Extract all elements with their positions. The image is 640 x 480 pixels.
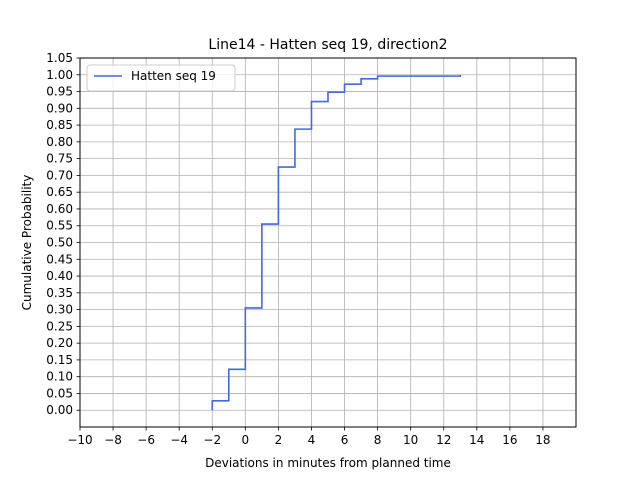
x-tick-label: 2 <box>275 433 283 447</box>
y-tick-label: 0.10 <box>46 370 73 384</box>
x-tick-label: 12 <box>436 433 451 447</box>
y-tick-label: 0.65 <box>46 185 73 199</box>
x-tick-label: −2 <box>203 433 221 447</box>
y-tick-label: 0.90 <box>46 101 73 115</box>
y-tick-label: 1.05 <box>46 51 73 65</box>
y-tick-label: 0.60 <box>46 202 73 216</box>
x-tick-label: 18 <box>535 433 550 447</box>
x-tick-label: 14 <box>469 433 484 447</box>
x-tick-label: −6 <box>137 433 155 447</box>
y-axis: 0.00 0.05 0.10 0.15 0.20 0.25 0.30 0.35 0.40 0.45… <box>46 51 80 417</box>
y-tick-label: 0.05 <box>46 386 73 400</box>
x-axis-label: Deviations in minutes from planned time <box>205 456 451 470</box>
y-tick-label: 0.95 <box>46 85 73 99</box>
legend-label-hatten-seq-19: Hatten seq 19 <box>131 69 216 83</box>
x-tick-label: −8 <box>104 433 122 447</box>
chart-title: Line14 - Hatten seq 19, direction2 <box>208 37 447 53</box>
series-line-hatten-seq-19 <box>211 74 462 411</box>
y-tick-label: 0.25 <box>46 319 73 333</box>
grid <box>79 57 576 427</box>
y-tick-label: 0.30 <box>46 303 73 317</box>
y-tick-label: 0.80 <box>46 135 73 149</box>
y-tick-label: 0.70 <box>46 168 73 182</box>
x-tick-label: 8 <box>374 433 382 447</box>
legend-box <box>86 64 236 92</box>
y-tick-label: 0.20 <box>46 336 73 350</box>
y-tick-label: 0.45 <box>46 252 73 266</box>
x-tick-label: −10 <box>67 433 92 447</box>
y-tick-label: 0.55 <box>46 219 73 233</box>
y-axis-label: Cumulative Probability <box>20 175 34 311</box>
x-tick-label: 0 <box>242 433 250 447</box>
y-tick-label: 0.75 <box>46 152 73 166</box>
y-tick-label: 1.00 <box>46 68 73 82</box>
x-tick-label: 10 <box>403 433 418 447</box>
plot-area <box>211 74 462 411</box>
x-tick-label: 4 <box>308 433 316 447</box>
y-tick-label: 0.15 <box>46 353 73 367</box>
y-tick-label: 0.50 <box>46 236 73 250</box>
legend: Hatten seq 19 <box>86 64 236 92</box>
x-tick-label: 16 <box>502 433 517 447</box>
y-tick-label: 0.85 <box>46 118 73 132</box>
x-axis: −10 −8 −6 −4 −2 0 2 4 6 8 10 12 14 16 18 <box>67 427 551 447</box>
y-tick-label: 0.40 <box>46 269 73 283</box>
x-tick-label: 6 <box>341 433 349 447</box>
y-tick-label: 0.00 <box>46 403 73 417</box>
y-tick-label: 0.35 <box>46 286 73 300</box>
x-tick-label: −4 <box>170 433 188 447</box>
